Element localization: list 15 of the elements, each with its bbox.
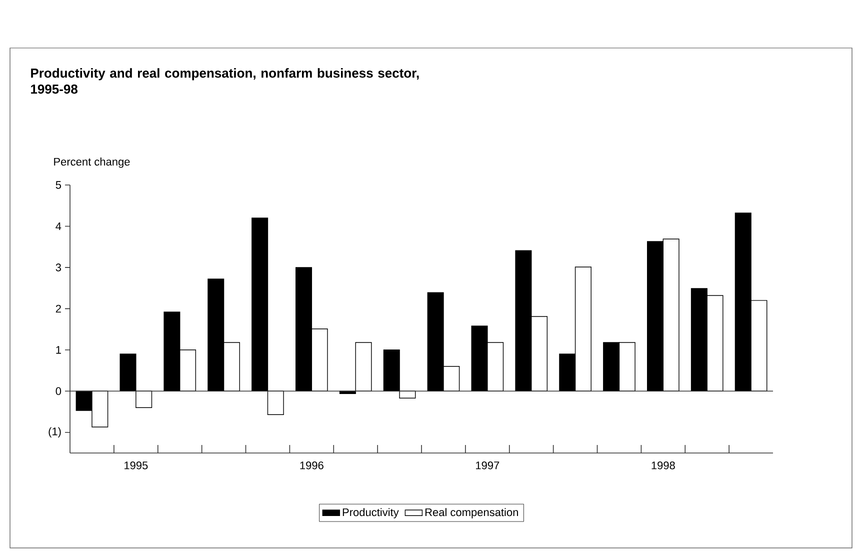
y-tick-label: 2 — [56, 304, 61, 313]
x-tick-label: 1996 — [300, 462, 324, 470]
legend-label: Real compensation — [425, 508, 518, 518]
y-tick-label: (1) — [48, 427, 61, 438]
y-tick-label: 0 — [56, 387, 62, 396]
y-axis-title: Percent change — [54, 158, 130, 168]
x-tick-label: 1998 — [652, 462, 675, 470]
x-tick-label: 1995 — [124, 462, 148, 470]
chart-title: Productivity and real compensation, nonfarm business sector, 1995-98 — [31, 68, 419, 94]
y-tick-label: 5 — [56, 181, 62, 189]
y-tick-label: 4 — [56, 222, 62, 230]
x-tick-label: 1997 — [476, 462, 500, 470]
y-tick-label: 1 — [56, 346, 61, 354]
legend-label: Productivity — [342, 508, 399, 518]
y-tick-label: 3 — [56, 264, 62, 272]
